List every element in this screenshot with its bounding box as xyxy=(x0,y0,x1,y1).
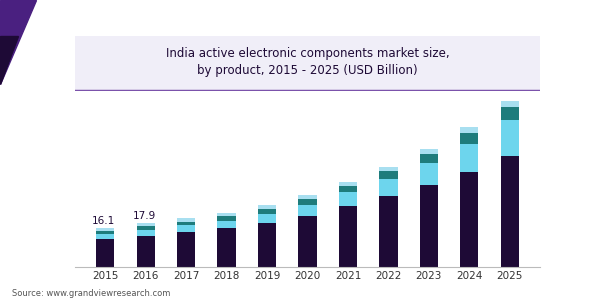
Bar xyxy=(500,107,519,120)
Bar xyxy=(379,167,398,171)
Bar xyxy=(500,101,519,107)
Bar xyxy=(137,223,155,226)
Bar xyxy=(258,209,276,214)
Text: 17.9: 17.9 xyxy=(133,211,156,221)
Bar xyxy=(420,154,438,163)
Bar xyxy=(137,226,155,230)
Text: 16.1: 16.1 xyxy=(92,216,116,226)
Bar xyxy=(379,179,398,196)
Bar xyxy=(217,216,236,220)
Bar xyxy=(177,232,195,267)
Bar xyxy=(339,206,357,267)
Bar xyxy=(258,206,276,209)
Bar xyxy=(298,199,317,205)
Bar xyxy=(339,186,357,192)
Bar xyxy=(96,239,115,267)
Text: Source: www.grandviewresearch.com: Source: www.grandviewresearch.com xyxy=(12,290,170,298)
Bar xyxy=(460,127,478,133)
Bar xyxy=(460,144,478,172)
Bar xyxy=(217,228,236,267)
Bar xyxy=(298,195,317,199)
Bar xyxy=(460,133,478,144)
Bar xyxy=(500,156,519,267)
Bar xyxy=(420,149,438,154)
Bar xyxy=(258,223,276,267)
Bar xyxy=(298,205,317,216)
Bar xyxy=(500,120,519,156)
Bar xyxy=(217,213,236,216)
Bar xyxy=(96,231,115,233)
Bar xyxy=(339,182,357,186)
Bar xyxy=(177,218,195,221)
Bar xyxy=(177,221,195,225)
Bar xyxy=(137,236,155,267)
Bar xyxy=(379,171,398,179)
Bar xyxy=(96,233,115,239)
Bar xyxy=(177,225,195,232)
Bar xyxy=(379,196,398,267)
Bar xyxy=(258,214,276,223)
Text: India active electronic components market size,
by product, 2015 - 2025 (USD Bil: India active electronic components marke… xyxy=(166,47,449,77)
Bar xyxy=(137,230,155,236)
Bar xyxy=(420,163,438,185)
Bar xyxy=(217,220,236,228)
Bar xyxy=(339,192,357,206)
Bar xyxy=(420,185,438,267)
Bar xyxy=(460,172,478,267)
Bar xyxy=(298,216,317,267)
Bar xyxy=(96,228,115,231)
